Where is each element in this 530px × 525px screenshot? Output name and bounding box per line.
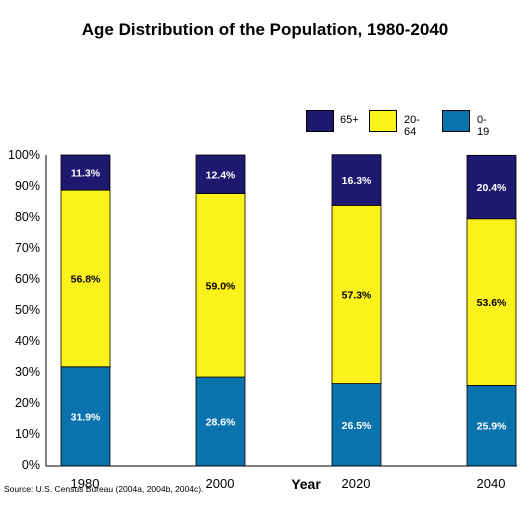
legend-label-20-64: 20-64 — [404, 114, 420, 138]
data-label: 20.4% — [477, 182, 507, 194]
data-label: 12.4% — [206, 169, 236, 181]
data-label: 59.0% — [206, 280, 236, 292]
bar-segment-65plus-2040 — [466, 154, 517, 220]
bar-segment-20-64-1980 — [60, 189, 111, 368]
x-tick-label: 1980 — [70, 476, 100, 491]
data-label: 11.3% — [71, 168, 101, 180]
bar-segment-65plus-2000 — [195, 154, 246, 194]
x-axis-title: Year — [291, 476, 321, 492]
data-label: 28.6% — [206, 417, 236, 429]
legend-label-0-19: 0-19 — [477, 114, 490, 138]
y-tick-label: 100% — [8, 148, 40, 162]
legend-swatch-65plus — [306, 110, 334, 132]
data-label: 56.8% — [71, 273, 101, 285]
data-label: 25.9% — [477, 421, 507, 433]
bar-segment-20-64-2040 — [466, 218, 517, 386]
x-tick-label: 2000 — [205, 476, 235, 491]
y-tick-label: 80% — [14, 210, 40, 224]
data-label: 57.3% — [342, 289, 372, 301]
legend-swatch-20-64 — [369, 110, 397, 132]
x-tick-label: 2040 — [476, 476, 506, 491]
y-tick-label: 10% — [14, 427, 40, 441]
y-tick-label: 90% — [14, 179, 40, 193]
data-label: 16.3% — [342, 175, 372, 187]
data-label: 26.5% — [342, 420, 372, 432]
y-tick-label: 20% — [14, 396, 40, 410]
source-note: Source: U.S. Census Bureau (2004a, 2004b… — [4, 484, 204, 494]
y-tick-label: 70% — [14, 241, 40, 255]
bar-segment-0-19-2000 — [195, 376, 246, 467]
x-tick-label: 2020 — [341, 476, 371, 491]
bar-segment-65plus-1980 — [60, 154, 111, 191]
bar-segment-0-19-2020 — [331, 383, 382, 467]
bar-segment-0-19-2040 — [466, 385, 517, 467]
y-tick-label: 50% — [14, 303, 40, 317]
legend-label-65plus: 65+ — [340, 114, 359, 126]
y-tick-label: 30% — [14, 365, 40, 379]
data-label: 31.9% — [71, 411, 101, 423]
y-tick-label: 40% — [14, 334, 40, 348]
bar-segment-65plus-2020 — [331, 154, 382, 206]
chart-title: Age Distribution of the Population, 1980… — [81, 20, 449, 39]
y-tick-label: 0% — [21, 458, 40, 472]
legend-swatch-0-19 — [442, 110, 470, 132]
data-label: 53.6% — [477, 297, 507, 309]
bar-segment-20-64-2000 — [195, 193, 246, 378]
y-tick-label: 60% — [14, 272, 40, 286]
bar-segment-0-19-1980 — [60, 366, 111, 467]
